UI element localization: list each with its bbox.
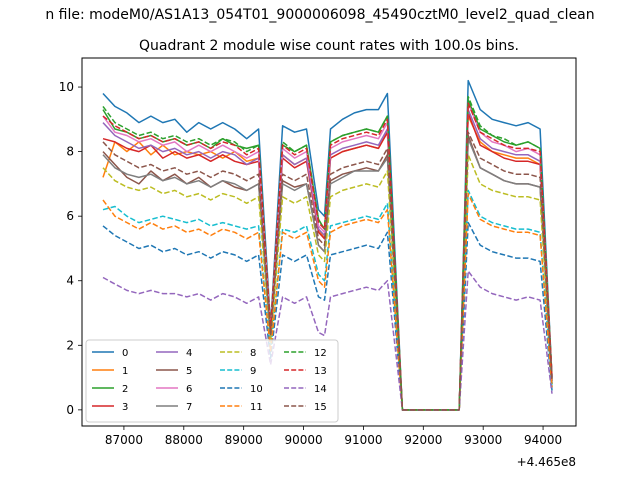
- legend-label-8: 8: [250, 348, 256, 359]
- y-tick-label: 10: [59, 80, 74, 94]
- y-tick-label: 4: [66, 274, 74, 288]
- series-line-4: [102, 108, 553, 411]
- legend-label-1: 1: [122, 366, 128, 377]
- legend-label-13: 13: [314, 366, 327, 377]
- x-axis-offset-label: +4.465e8: [517, 455, 576, 469]
- legend-label-10: 10: [250, 384, 263, 395]
- series-line-9: [102, 189, 553, 411]
- x-axis: 87000 88000 89000 90000 91000 92000 93000 94000: [105, 426, 562, 447]
- series-line-13: [102, 102, 553, 411]
- legend-label-4: 4: [186, 348, 192, 359]
- legend-label-7: 7: [186, 402, 192, 413]
- y-tick-label: 6: [66, 209, 74, 223]
- series-line-8: [102, 154, 553, 411]
- x-tick-label: 92000: [404, 433, 442, 447]
- chart-suptitle: n file: modeM0/AS1A13_054T01_9000006098_…: [45, 7, 594, 23]
- x-tick-label: 88000: [165, 433, 203, 447]
- legend-label-2: 2: [122, 384, 128, 395]
- legend-box: [85, 339, 339, 423]
- plot-area: [81, 57, 577, 427]
- series-line-10: [102, 221, 553, 411]
- y-tick-label: 8: [66, 145, 74, 159]
- series-layer: [102, 79, 553, 411]
- legend-label-11: 11: [250, 402, 263, 413]
- x-tick-label: 89000: [225, 433, 263, 447]
- y-tick-label: 0: [66, 403, 74, 417]
- series-line-14: [102, 270, 553, 411]
- legend-label-14: 14: [314, 384, 327, 395]
- series-line-3: [102, 112, 553, 411]
- series-line-7: [102, 137, 553, 411]
- x-tick-label: 87000: [105, 433, 143, 447]
- legend-label-6: 6: [186, 384, 192, 395]
- legend-label-12: 12: [314, 348, 327, 359]
- series-line-11: [102, 192, 553, 411]
- legend-label-9: 9: [250, 366, 256, 377]
- legend-label-3: 3: [122, 402, 128, 413]
- x-tick-label: 91000: [344, 433, 382, 447]
- y-tick-label: 2: [66, 338, 74, 352]
- y-axis: 0 2 4 6 8 10: [59, 80, 82, 417]
- x-tick-label: 90000: [284, 433, 322, 447]
- series-line-0: [102, 79, 553, 411]
- series-line-15: [102, 131, 553, 411]
- legend-label-5: 5: [186, 366, 192, 377]
- legend-label-0: 0: [122, 348, 128, 359]
- chart-title: Quadrant 2 module wise count rates with …: [139, 38, 519, 54]
- x-tick-label: 94000: [524, 433, 562, 447]
- x-tick-label: 93000: [464, 433, 502, 447]
- legend-label-15: 15: [314, 402, 327, 413]
